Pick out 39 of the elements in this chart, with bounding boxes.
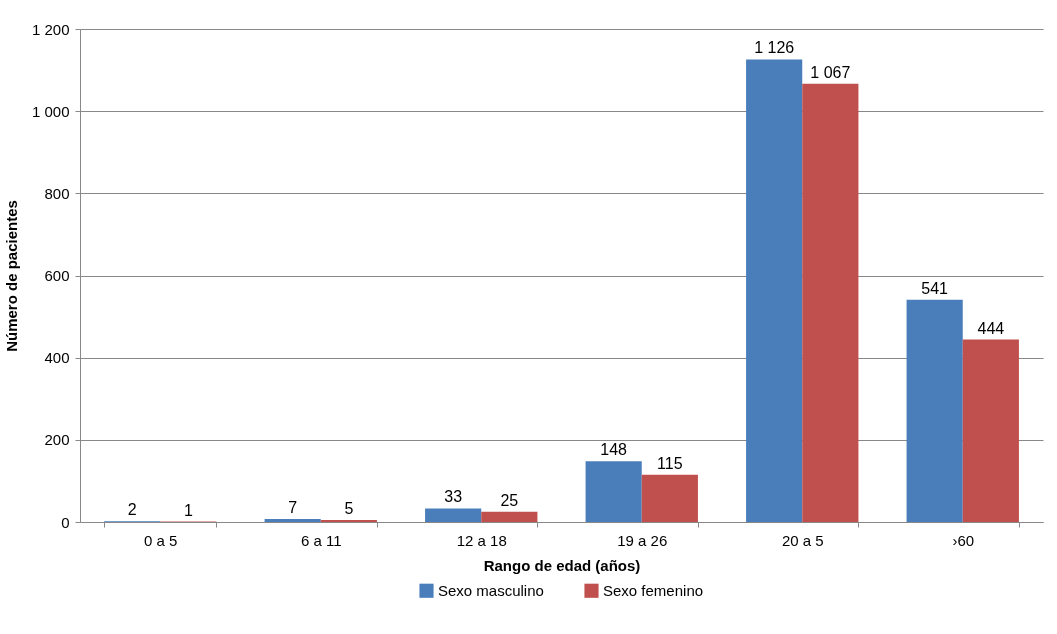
y-tick-label: 200 [44, 431, 70, 449]
y-tick-label: 1 000 [31, 102, 70, 120]
data-label: 541 [921, 279, 949, 297]
y-tick-label: 0 [61, 513, 70, 531]
y-tick-label: 800 [44, 184, 70, 202]
x-tick-label: 20 a 5 [781, 531, 824, 549]
y-tick-label: 600 [44, 267, 70, 284]
x-tick-label: 12 a 18 [456, 531, 507, 549]
y-tick-label: 1 200 [31, 20, 70, 38]
bar [481, 511, 538, 522]
bar [802, 83, 859, 522]
data-label: 5 [344, 499, 354, 517]
bar [962, 339, 1019, 522]
x-axis-title: Rango de edad (años) [483, 556, 641, 574]
data-label: 25 [500, 491, 519, 509]
data-label: 1 [183, 501, 193, 519]
data-label: 115 [657, 454, 683, 472]
data-label: 33 [444, 488, 463, 506]
bar [320, 519, 377, 522]
bar [425, 508, 482, 522]
bar [746, 59, 803, 522]
data-label: 1 067 [810, 63, 851, 81]
bar [264, 519, 321, 522]
y-tick-label: 400 [44, 349, 70, 367]
bar [641, 474, 698, 522]
x-tick-label: ›60 [952, 531, 975, 549]
legend-label: Sexo masculino [438, 581, 544, 599]
legend-label: Sexo femenino [603, 581, 704, 599]
x-tick-label: 0 a 5 [144, 531, 178, 549]
data-label: 444 [977, 319, 1005, 337]
data-label: 1 126 [754, 39, 795, 57]
bar [585, 461, 642, 522]
x-tick-label: 19 a 26 [617, 531, 668, 549]
data-label: 7 [288, 499, 298, 517]
data-label: 2 [127, 501, 137, 519]
bar [906, 299, 963, 522]
y-axis-title: Número de pacientes [2, 200, 20, 352]
data-label: 148 [600, 441, 628, 459]
x-tick-label: 6 a 11 [300, 531, 342, 549]
